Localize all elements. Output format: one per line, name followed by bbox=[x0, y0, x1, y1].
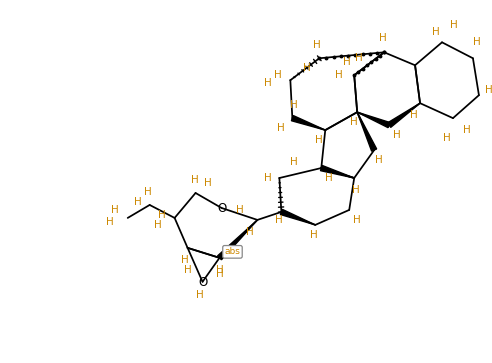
Polygon shape bbox=[357, 112, 377, 151]
Text: H: H bbox=[290, 157, 298, 167]
Text: H: H bbox=[352, 185, 360, 195]
Text: H: H bbox=[304, 63, 311, 73]
Text: H: H bbox=[410, 110, 418, 120]
Text: H: H bbox=[181, 255, 188, 265]
Text: H: H bbox=[315, 135, 323, 145]
Text: H: H bbox=[264, 173, 271, 183]
Text: H: H bbox=[336, 70, 343, 80]
Text: H: H bbox=[393, 130, 401, 140]
Text: H: H bbox=[144, 187, 152, 197]
Text: H: H bbox=[277, 123, 285, 133]
Text: H: H bbox=[432, 27, 440, 37]
Text: H: H bbox=[375, 155, 383, 165]
Polygon shape bbox=[291, 115, 325, 130]
Text: H: H bbox=[236, 205, 244, 215]
Text: H: H bbox=[290, 100, 298, 110]
Text: H: H bbox=[355, 53, 363, 63]
Text: abs: abs bbox=[224, 247, 241, 256]
Text: H: H bbox=[246, 227, 253, 237]
Text: H: H bbox=[215, 265, 223, 275]
Polygon shape bbox=[320, 166, 354, 178]
Text: O: O bbox=[217, 203, 226, 215]
Text: H: H bbox=[276, 215, 283, 225]
Text: H: H bbox=[485, 85, 492, 95]
Text: H: H bbox=[463, 125, 471, 135]
Text: H: H bbox=[350, 117, 358, 127]
Text: H: H bbox=[215, 269, 223, 279]
Text: H: H bbox=[379, 33, 387, 43]
Text: H: H bbox=[325, 173, 333, 183]
Text: H: H bbox=[134, 197, 142, 207]
Text: H: H bbox=[443, 133, 451, 143]
Polygon shape bbox=[217, 220, 257, 260]
Polygon shape bbox=[388, 103, 420, 127]
Text: H: H bbox=[343, 57, 351, 67]
Text: H: H bbox=[204, 178, 212, 188]
Text: H: H bbox=[196, 290, 203, 300]
Text: H: H bbox=[111, 205, 119, 215]
Text: H: H bbox=[191, 175, 198, 185]
Text: H: H bbox=[184, 265, 191, 275]
Text: O: O bbox=[198, 276, 207, 289]
Polygon shape bbox=[357, 112, 390, 128]
Text: H: H bbox=[450, 20, 458, 30]
Text: H: H bbox=[154, 220, 161, 230]
Text: H: H bbox=[310, 230, 318, 240]
Text: H: H bbox=[313, 40, 321, 50]
Text: H: H bbox=[106, 217, 114, 227]
Text: H: H bbox=[158, 210, 165, 220]
Text: H: H bbox=[473, 37, 481, 47]
Text: H: H bbox=[264, 78, 271, 88]
Polygon shape bbox=[280, 209, 315, 225]
Text: H: H bbox=[353, 215, 361, 225]
Text: H: H bbox=[274, 70, 281, 80]
